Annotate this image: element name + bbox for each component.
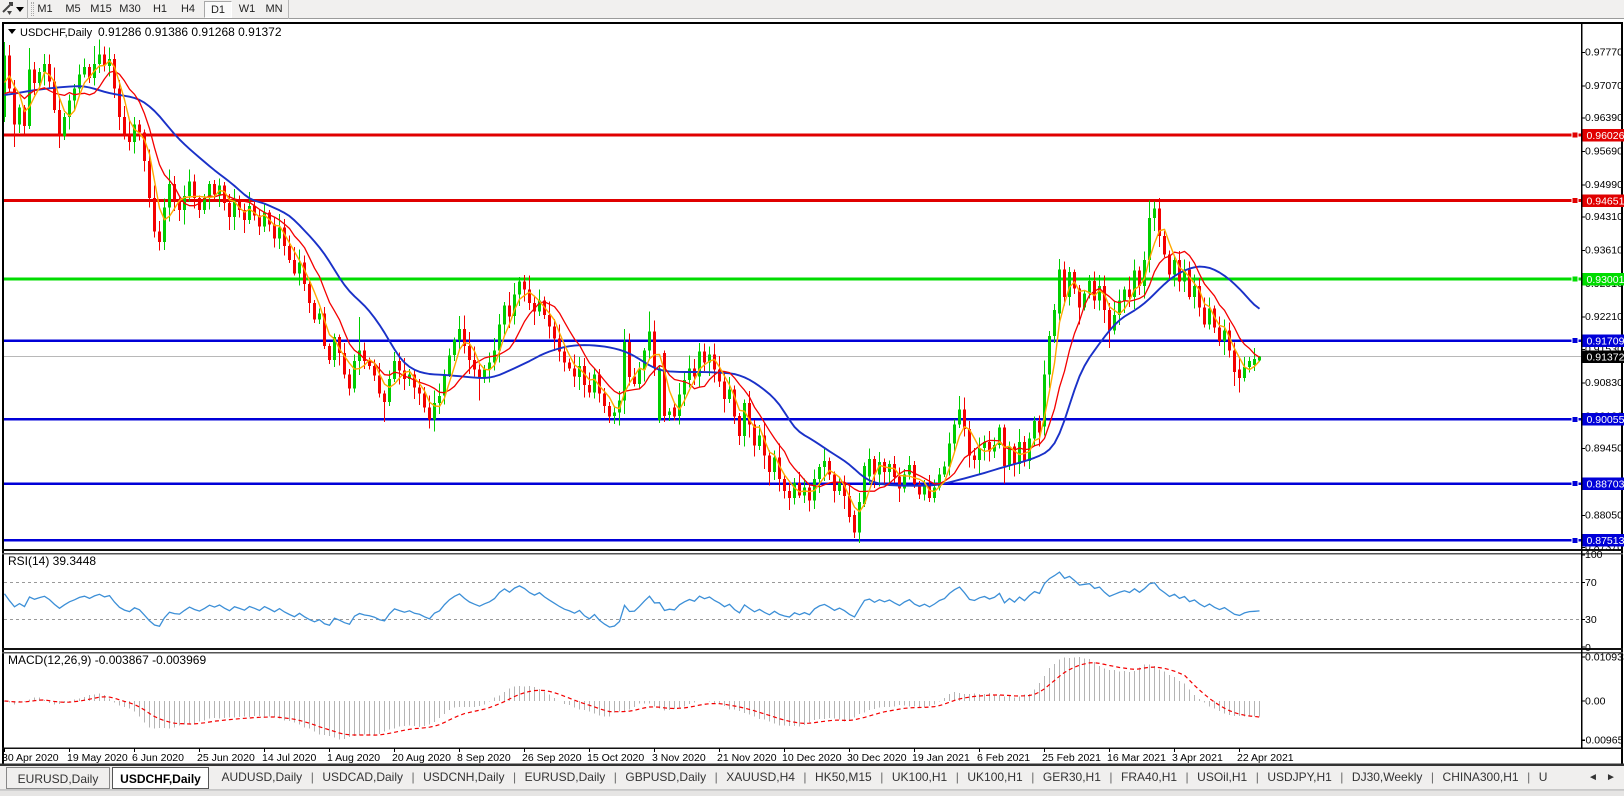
svg-text:0.96026: 0.96026 (1587, 130, 1624, 142)
svg-text:10 Dec 2020: 10 Dec 2020 (782, 752, 842, 764)
svg-text:19 May 2020: 19 May 2020 (67, 752, 128, 764)
svg-text:0.90055: 0.90055 (1587, 414, 1624, 426)
svg-text:6 Jun 2020: 6 Jun 2020 (132, 752, 184, 764)
svg-text:0.94990: 0.94990 (1585, 179, 1623, 191)
svg-text:14 Jul 2020: 14 Jul 2020 (262, 752, 316, 764)
svg-text:19 Jan 2021: 19 Jan 2021 (912, 752, 970, 764)
svg-text:20 Aug 2020: 20 Aug 2020 (392, 752, 451, 764)
svg-text:6 Feb 2021: 6 Feb 2021 (977, 752, 1030, 764)
svg-text:0.00: 0.00 (1585, 696, 1606, 708)
svg-text:22 Apr 2021: 22 Apr 2021 (1237, 752, 1294, 764)
svg-text:MACD(12,26,9) -0.003867 -0.003: MACD(12,26,9) -0.003867 -0.003969 (8, 653, 206, 667)
svg-text:0.89450: 0.89450 (1585, 443, 1623, 455)
svg-text:0.93001: 0.93001 (1587, 274, 1624, 286)
svg-text:0: 0 (1585, 642, 1591, 654)
svg-text:3 Nov 2020: 3 Nov 2020 (652, 752, 706, 764)
svg-text:0.90830: 0.90830 (1585, 377, 1623, 389)
svg-text:0.96390: 0.96390 (1585, 112, 1623, 124)
svg-text:100: 100 (1585, 549, 1603, 561)
svg-text:RSI(14) 39.3448: RSI(14) 39.3448 (8, 554, 96, 568)
svg-text:0.97770: 0.97770 (1585, 47, 1623, 59)
svg-text:0.88703: 0.88703 (1587, 479, 1624, 491)
svg-text:16 Mar 2021: 16 Mar 2021 (1107, 752, 1166, 764)
svg-text:0.91709: 0.91709 (1587, 335, 1624, 347)
svg-text:3 Apr 2021: 3 Apr 2021 (1172, 752, 1223, 764)
svg-text:0.92210: 0.92210 (1585, 311, 1623, 323)
svg-text:0.88050: 0.88050 (1585, 509, 1623, 521)
svg-text:0.91372: 0.91372 (1587, 351, 1624, 363)
svg-text:30 Dec 2020: 30 Dec 2020 (847, 752, 907, 764)
svg-text:30 Apr 2020: 30 Apr 2020 (2, 752, 59, 764)
svg-text:8 Sep 2020: 8 Sep 2020 (457, 752, 511, 764)
svg-text:0.94310: 0.94310 (1585, 211, 1623, 223)
svg-text:0.95690: 0.95690 (1585, 146, 1623, 158)
svg-text:0.91286 0.91386 0.91268 0.9137: 0.91286 0.91386 0.91268 0.91372 (98, 25, 282, 39)
svg-text:0.97070: 0.97070 (1585, 80, 1623, 92)
svg-text:0.94651: 0.94651 (1587, 195, 1624, 207)
svg-text:25 Jun 2020: 25 Jun 2020 (197, 752, 255, 764)
svg-text:26 Sep 2020: 26 Sep 2020 (522, 752, 582, 764)
svg-text:30: 30 (1585, 614, 1597, 626)
svg-text:0.87513: 0.87513 (1587, 535, 1624, 547)
svg-text:0.010933: 0.010933 (1585, 651, 1624, 663)
svg-text:1 Aug 2020: 1 Aug 2020 (327, 752, 380, 764)
svg-text:0.93610: 0.93610 (1585, 245, 1623, 257)
svg-text:USDCHF,Daily: USDCHF,Daily (20, 27, 93, 39)
svg-text:15 Oct 2020: 15 Oct 2020 (587, 752, 644, 764)
svg-text:25 Feb 2021: 25 Feb 2021 (1042, 752, 1101, 764)
svg-text:70: 70 (1585, 577, 1597, 589)
svg-text:21 Nov 2020: 21 Nov 2020 (717, 752, 777, 764)
svg-text:-0.009653: -0.009653 (1582, 734, 1624, 746)
